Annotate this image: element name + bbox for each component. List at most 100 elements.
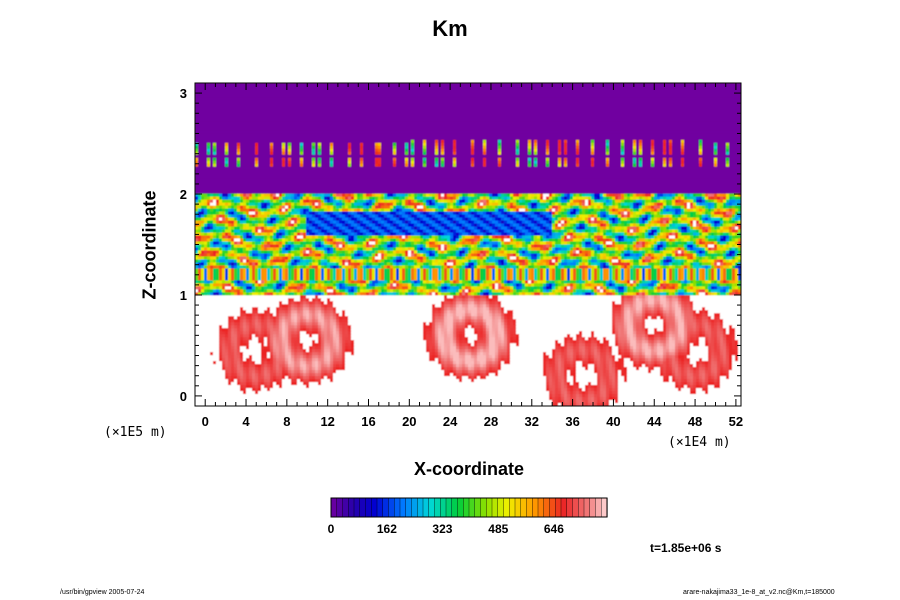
heatmap-cell [243,91,247,96]
heatmap-cell [609,97,613,102]
heatmap-cell [261,88,265,93]
heatmap-cell [702,97,706,102]
heatmap-cell [213,97,217,102]
heatmap-cell [423,97,427,102]
heatmap-cell [516,91,520,96]
heatmap-cell [606,100,610,105]
heatmap-cell [453,91,457,96]
heatmap-cell [351,88,355,93]
heatmap-cell [585,91,589,96]
heatmap-cell [657,97,661,102]
heatmap-cell [663,88,667,93]
heatmap-cell [195,103,199,108]
heatmap-cell [594,88,598,93]
heatmap-cell [579,83,583,87]
heatmap-cell [372,97,376,102]
heatmap-cell [366,85,370,90]
heatmap-cell [261,85,265,90]
heatmap-cell [705,97,709,102]
heatmap-cell [465,100,469,105]
heatmap-cell [351,83,355,87]
heatmap-cell [552,83,556,87]
heatmap-cell [393,97,397,102]
heatmap-cell [402,91,406,96]
heatmap-cell [693,91,697,96]
heatmap-cell [477,97,481,102]
heatmap-cell [387,88,391,93]
heatmap-cell [540,88,544,93]
heatmap-cell [279,88,283,93]
heatmap-cell [501,94,505,99]
heatmap-cell [690,91,694,96]
heatmap-cell [699,94,703,99]
heatmap-cell [297,88,301,93]
heatmap-cell [495,94,499,99]
heatmap-cell [312,91,316,96]
heatmap-cell [255,94,259,99]
heatmap-cell [237,88,241,93]
heatmap-cell [360,97,364,102]
heatmap-cell [441,97,445,102]
heatmap-cell [417,83,421,87]
heatmap-cell [243,97,247,102]
heatmap-cell [480,100,484,105]
heatmap-cell [414,88,418,93]
heatmap-cell [630,94,634,99]
heatmap-field [195,83,741,406]
heatmap-cell [330,100,334,105]
heatmap-cell [732,97,736,102]
heatmap-cell [492,91,496,96]
heatmap-cell [432,97,436,102]
heatmap-cell [264,97,268,102]
heatmap-cell [540,97,544,102]
heatmap-cell [495,85,499,90]
heatmap-cell [375,100,379,105]
heatmap-cell [609,91,613,96]
heatmap-cell [393,94,397,99]
heatmap-cell [402,100,406,105]
heatmap-cell [522,94,526,99]
heatmap-cell [738,91,741,96]
heatmap-cell [267,97,271,102]
heatmap-cell [249,85,253,90]
heatmap-cell [288,91,292,96]
heatmap-cell [357,85,361,90]
heatmap-cell [426,94,430,99]
heatmap-cell [321,103,325,108]
chart-title: Km [432,16,468,41]
heatmap-cell [480,97,484,102]
heatmap-cell [411,100,415,105]
heatmap-cell [393,85,397,90]
heatmap-cell [522,88,526,93]
heatmap-cell [543,88,547,93]
heatmap-cell [348,97,352,102]
heatmap-cell [561,97,565,102]
heatmap-cell [471,83,475,87]
heatmap-cell [330,88,334,93]
heatmap-cell [702,94,706,99]
heatmap-cell [468,100,472,105]
heatmap-cell [582,94,586,99]
heatmap-cell [537,88,541,93]
heatmap-cell [438,88,442,93]
heatmap-cell [225,103,229,108]
heatmap-cell [432,94,436,99]
heatmap-cell [540,91,544,96]
heatmap-cell [324,100,328,105]
heatmap-cell [660,83,664,87]
y-axis-unit: (×1E5 m) [104,425,167,440]
heatmap-cell [294,83,298,87]
heatmap-cell [204,83,208,87]
heatmap-cell [531,88,535,93]
heatmap-cell [555,94,559,99]
heatmap-cell [534,91,538,96]
heatmap-cell [417,85,421,90]
heatmap-cell [684,94,688,99]
heatmap-cell [201,100,205,105]
heatmap-cell [219,85,223,90]
heatmap-cell [282,103,286,108]
heatmap-cell [378,85,382,90]
heatmap-cell [405,97,409,102]
heatmap-cell [540,85,544,90]
heatmap-cell [195,85,199,90]
